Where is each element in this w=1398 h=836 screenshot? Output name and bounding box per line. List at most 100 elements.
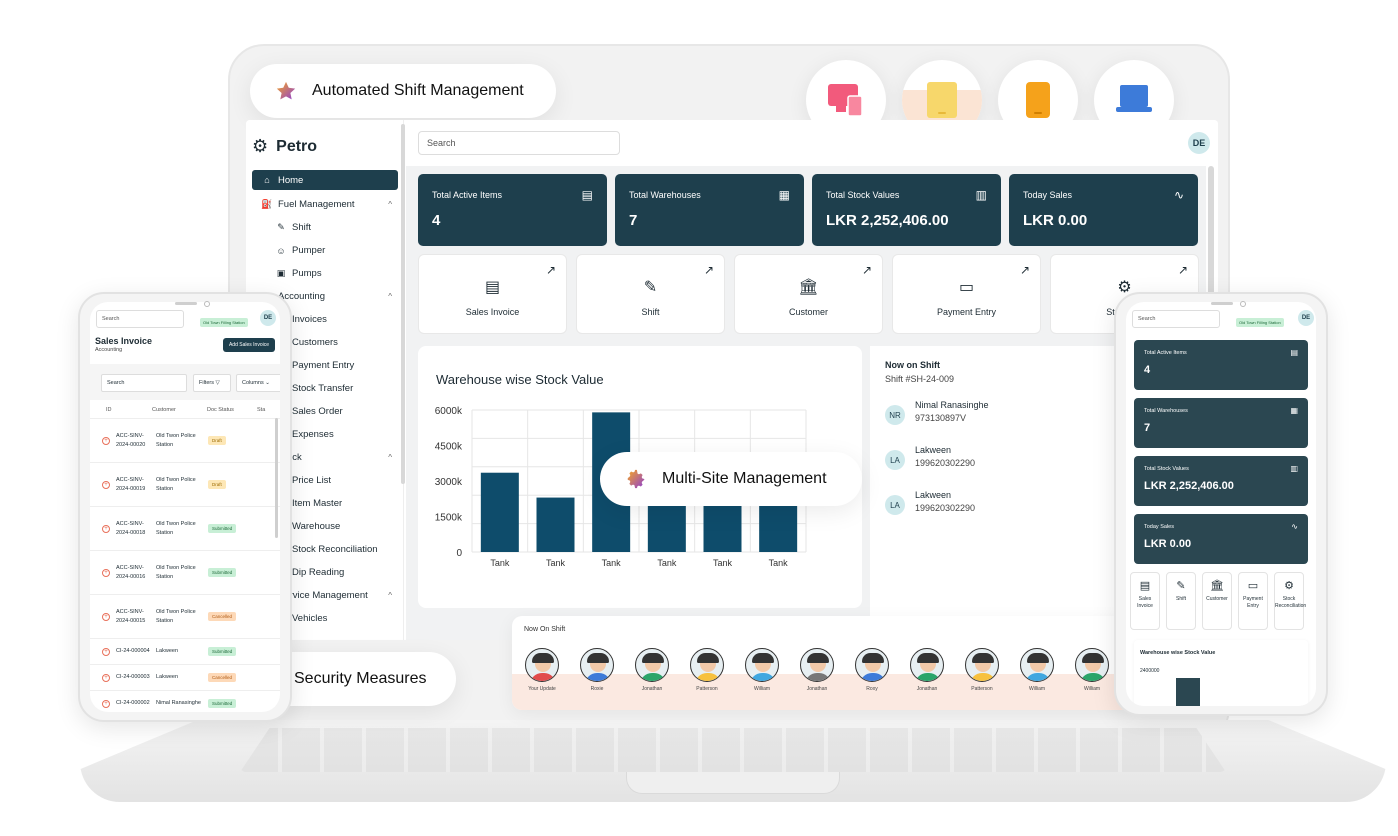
station-badge[interactable]: Old Town Filling Station	[1236, 318, 1284, 327]
stat-card-warehouses[interactable]: Total Warehouses 7 ▦	[1134, 398, 1308, 448]
warehouse-icon: ▦	[778, 188, 790, 202]
sidebar-item-item-master[interactable]: Item Master	[252, 492, 398, 515]
table-search-input[interactable]: Search	[101, 374, 187, 392]
stat-card-stock-values[interactable]: Total Stock Values LKR 2,252,406.00 ▥	[812, 174, 1001, 246]
stat-card-warehouses[interactable]: Total Warehouses 7 ▦	[615, 174, 804, 246]
sidebar-scrollbar[interactable]	[401, 124, 405, 484]
quick-action-payment-entry[interactable]: ▭ Payment Entry	[1238, 572, 1268, 630]
table-row[interactable]: + ACC-SINV-2024-00016 Old Twon Police Stat…	[90, 550, 280, 594]
add-sales-invoice-button[interactable]: Add Sales Invoice	[222, 338, 275, 352]
table-row[interactable]: + CI-24-000004 Lakween Submitted	[90, 638, 280, 664]
chevron-up-icon[interactable]: ^	[388, 200, 392, 209]
expand-icon[interactable]: +	[102, 673, 110, 682]
person-name: Jonathan	[641, 686, 663, 692]
expand-icon[interactable]: +	[102, 480, 110, 489]
quick-action-stock-reconciliation[interactable]: ⚙ Stock Reconciliation	[1274, 572, 1306, 630]
invoice-id: ACC-SINV-2024-00018	[116, 520, 146, 536]
chart-bar[interactable]	[536, 497, 575, 552]
employee-row[interactable]: LA Lakween 199620302290	[885, 445, 975, 470]
search-input[interactable]: Search	[418, 131, 620, 155]
sidebar-item-payment-entry[interactable]: Payment Entry	[252, 354, 398, 377]
stat-card-active-items[interactable]: Total Active Items 4 ▤	[418, 174, 607, 246]
sidebar-item-accounting[interactable]: Accounting ^	[252, 285, 398, 308]
shift-person[interactable]: William	[1017, 648, 1057, 692]
avatar[interactable]: DE	[1188, 132, 1210, 154]
stat-card-active-items[interactable]: Total Active Items 4 ▤	[1134, 340, 1308, 390]
stat-card-today-sales[interactable]: Today Sales LKR 0.00 ∿	[1134, 514, 1308, 564]
shift-person[interactable]: William	[742, 648, 782, 692]
table-row[interactable]: + CI-24-000003 Lakween Cancelled	[90, 664, 280, 690]
shift-person[interactable]: Jonathan	[632, 648, 672, 692]
sidebar-item-vehicles[interactable]: Vehicles	[252, 607, 398, 630]
quick-action-shift[interactable]: ↗ ✎ Shift	[576, 254, 725, 334]
chevron-up-icon[interactable]: ^	[388, 453, 392, 462]
table-row[interactable]: + CI-24-000002 Nimal Ranasinghe Submitted	[90, 690, 280, 712]
quick-action-customer[interactable]: 🏛 Customer	[1202, 572, 1232, 630]
sidebar-item-stock-transfer[interactable]: Stock Transfer	[252, 377, 398, 400]
quick-action-payment-entry[interactable]: ↗ ▭ Payment Entry	[892, 254, 1041, 334]
chevron-up-icon[interactable]: ^	[388, 292, 392, 301]
search-input[interactable]: Search	[96, 310, 184, 328]
table-row[interactable]: + ACC-SINV-2024-00015 Old Twon Police Stat…	[90, 594, 280, 638]
shift-person[interactable]: Roxie	[577, 648, 617, 692]
avatar[interactable]: DE	[260, 310, 276, 326]
sidebar-item-expenses[interactable]: Expenses	[252, 423, 398, 446]
sidebar-item-warehouse[interactable]: Warehouse	[252, 515, 398, 538]
filters-button[interactable]: Filters ▽	[193, 374, 231, 392]
expand-icon[interactable]: +	[102, 524, 110, 533]
sidebar-item-dip-reading[interactable]: Dip Reading	[252, 561, 398, 584]
table-row[interactable]: + ACC-SINV-2024-00020 Old Twon Police Stat…	[90, 418, 280, 462]
quick-action-sales-invoice[interactable]: ▤ Sales Invoice	[1130, 572, 1160, 630]
employee-row[interactable]: NR Nimal Ranasinghe 973130897V	[885, 400, 989, 425]
chart-bar[interactable]	[480, 472, 519, 552]
sidebar-item-price-list[interactable]: Price List	[252, 469, 398, 492]
column-header[interactable]: Customer	[152, 407, 176, 413]
sidebar-item-service-management[interactable]: Service Management ^	[252, 584, 398, 607]
phone-left-screen: Search Old Town Filling Station DE Sales…	[90, 302, 280, 712]
avatar[interactable]: DE	[1298, 310, 1314, 326]
columns-button[interactable]: Columns ⌄	[236, 374, 280, 392]
sidebar-item-fuel-management[interactable]: ⛽ Fuel Management ^	[252, 193, 398, 216]
sidebar-item-pumps[interactable]: ▣ Pumps	[252, 262, 398, 285]
shift-no: #SH-24-009	[905, 374, 955, 384]
sidebar-item-sales-order[interactable]: Sales Order	[252, 400, 398, 423]
chevron-up-icon[interactable]: ^	[388, 591, 392, 600]
shift-person[interactable]: William	[1072, 648, 1112, 692]
stat-card-today-sales[interactable]: Today Sales LKR 0.00 ∿	[1009, 174, 1198, 246]
stat-label: Total Active Items	[1144, 350, 1187, 356]
column-header[interactable]: ID	[106, 407, 112, 413]
person-name: Roxy	[866, 686, 878, 692]
topbar: Search DE	[406, 120, 1218, 166]
quick-action-sales-invoice[interactable]: ↗ ▤ Sales Invoice	[418, 254, 567, 334]
column-header[interactable]: Sta	[257, 407, 266, 413]
expand-icon[interactable]: +	[102, 647, 110, 656]
quick-action-shift[interactable]: ✎ Shift	[1166, 572, 1196, 630]
stat-card-stock-values[interactable]: Total Stock Values LKR 2,252,406.00 ▥	[1134, 456, 1308, 506]
table-row[interactable]: + ACC-SINV-2024-00018 Old Twon Police Stat…	[90, 506, 280, 550]
expand-icon[interactable]: +	[102, 568, 110, 577]
expand-icon[interactable]: +	[102, 612, 110, 621]
stat-value: 4	[1144, 364, 1151, 376]
sidebar-item-home[interactable]: ⌂ Home	[252, 170, 398, 190]
sidebar-item-pumper[interactable]: ☺ Pumper	[252, 239, 398, 262]
shift-person[interactable]: Roxy	[852, 648, 892, 692]
search-input[interactable]: Search	[1132, 310, 1220, 328]
sidebar-item-shift[interactable]: ✎ Shift	[252, 216, 398, 239]
shift-person[interactable]: Your Update	[522, 648, 562, 692]
quick-action-customer[interactable]: ↗ 🏛 Customer	[734, 254, 883, 334]
sidebar-item-customers[interactable]: Customers	[252, 331, 398, 354]
sidebar-item-invoices[interactable]: Invoices	[252, 308, 398, 331]
expand-icon[interactable]: +	[102, 699, 110, 708]
clipboard-icon: ▤	[581, 188, 593, 202]
column-header[interactable]: Doc Status	[207, 407, 234, 413]
shift-person[interactable]: Jonathan	[907, 648, 947, 692]
shift-person[interactable]: Patterson	[687, 648, 727, 692]
station-badge[interactable]: Old Town Filling Station	[200, 318, 248, 327]
phone-scrollbar[interactable]	[275, 418, 278, 538]
shift-person[interactable]: Jonathan	[797, 648, 837, 692]
expand-icon[interactable]: +	[102, 436, 110, 445]
employee-row[interactable]: LA Lakween 199620302290	[885, 490, 975, 515]
table-row[interactable]: + ACC-SINV-2024-00019 Old Twon Police Stat…	[90, 462, 280, 506]
shift-person[interactable]: Patterson	[962, 648, 1002, 692]
sidebar-item-stock-reconciliation[interactable]: Stock Reconciliation	[252, 538, 398, 561]
